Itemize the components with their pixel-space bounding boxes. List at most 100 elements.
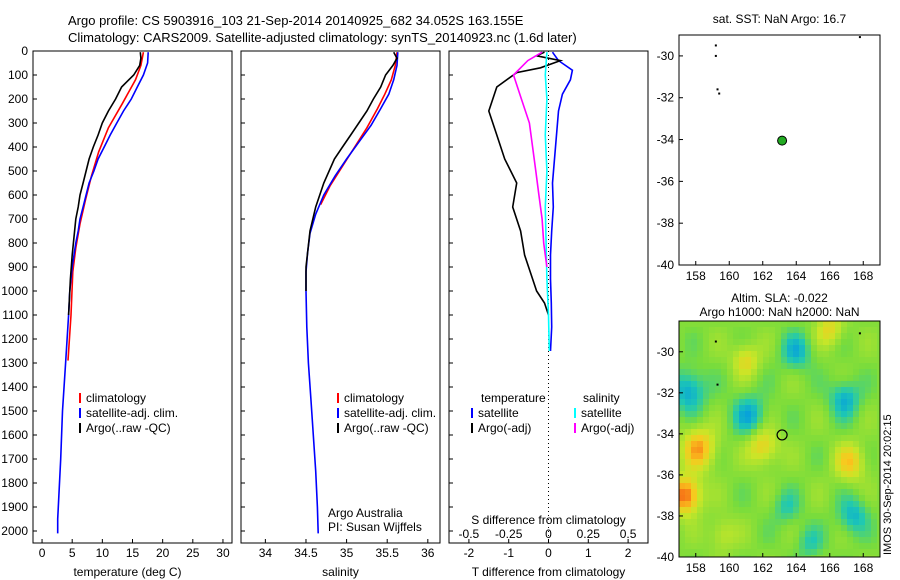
altimetry-heatmap-cell xyxy=(703,537,709,543)
altimetry-heatmap-cell xyxy=(871,375,877,381)
altimetry-heatmap-cell xyxy=(697,471,703,477)
altimetry-heatmap-cell xyxy=(685,423,691,429)
altimetry-heatmap-cell xyxy=(847,495,853,501)
altimetry-heatmap-cell xyxy=(757,459,763,465)
altimetry-heatmap-cell xyxy=(721,519,727,525)
salinity-series-line-2 xyxy=(305,51,398,291)
altimetry-heatmap-cell xyxy=(799,525,805,531)
altimetry-heatmap-cell xyxy=(841,369,847,375)
altimetry-heatmap-cell xyxy=(877,507,880,513)
altimetry-heatmap-cell xyxy=(811,447,817,453)
altimetry-heatmap-cell xyxy=(685,525,691,531)
altimetry-heatmap-cell xyxy=(745,531,751,537)
altimetry-heatmap-cell xyxy=(739,501,745,507)
altimetry-heatmap-cell xyxy=(799,399,805,405)
altimetry-heatmap-cell xyxy=(769,375,775,381)
altimetry-heatmap-cell xyxy=(817,459,823,465)
altimetry-heatmap-cell xyxy=(745,549,751,555)
altimetry-heatmap-cell xyxy=(781,435,787,441)
altimetry-heatmap-cell xyxy=(853,459,859,465)
altimetry-heatmap-cell xyxy=(685,339,691,345)
altimetry-heatmap-cell xyxy=(697,369,703,375)
altimetry-heatmap-cell xyxy=(871,555,877,557)
altimetry-heatmap-cell xyxy=(877,543,880,549)
altimetry-heatmap-cell xyxy=(709,549,715,555)
altimetry-heatmap-cell xyxy=(721,345,727,351)
altimetry-heatmap-cell xyxy=(775,507,781,513)
altimetry-heatmap-cell xyxy=(847,375,853,381)
altimetry-heatmap-cell xyxy=(715,447,721,453)
altimetry-heatmap-cell xyxy=(763,525,769,531)
altimetry-heatmap-cell xyxy=(781,417,787,423)
altimetry-heatmap-cell xyxy=(745,417,751,423)
altimetry-heatmap-cell xyxy=(787,537,793,543)
altimetry-heatmap-cell xyxy=(691,351,697,357)
altimetry-heatmap-cell xyxy=(727,495,733,501)
altimetry-heatmap-cell xyxy=(733,423,739,429)
altimetry-heatmap-cell xyxy=(805,507,811,513)
altimetry-heatmap-cell xyxy=(679,465,685,471)
altimetry-heatmap-cell xyxy=(805,393,811,399)
altimetry-heatmap-cell xyxy=(775,399,781,405)
altimetry-heatmap-cell xyxy=(769,357,775,363)
altimetry-heatmap-cell xyxy=(871,513,877,519)
altimetry-heatmap-cell xyxy=(829,345,835,351)
altimetry-heatmap-cell xyxy=(757,549,763,555)
altimetry-heatmap-cell xyxy=(847,369,853,375)
altimetry-heatmap-cell xyxy=(787,513,793,519)
altimetry-heatmap-cell xyxy=(745,321,751,327)
altimetry-heatmap-cell xyxy=(781,321,787,327)
altimetry-heatmap-cell xyxy=(877,459,880,465)
altimetry-heatmap-cell xyxy=(799,489,805,495)
altimetry-heatmap-cell xyxy=(715,489,721,495)
altimetry-heatmap-cell xyxy=(871,471,877,477)
altimetry-heatmap-cell xyxy=(769,537,775,543)
location-map-xtick-label: 166 xyxy=(820,269,840,283)
altimetry-heatmap-cell xyxy=(811,357,817,363)
altimetry-heatmap-cell xyxy=(709,321,715,327)
altimetry-heatmap-cell xyxy=(697,363,703,369)
salinity-xlabel: salinity xyxy=(322,565,359,579)
altimetry-heatmap-cell xyxy=(727,429,733,435)
altimetry-heatmap-cell xyxy=(859,507,865,513)
altimetry-heatmap-cell xyxy=(853,423,859,429)
altimetry-heatmap-cell xyxy=(871,327,877,333)
altimetry-heatmap-cell xyxy=(793,453,799,459)
altimetry-heatmap-cell xyxy=(847,543,853,549)
altimetry-title-line1: Altim. SLA: -0.022 xyxy=(731,291,828,305)
altimetry-heatmap-cell xyxy=(763,453,769,459)
altimetry-heatmap-cell xyxy=(865,543,871,549)
altimetry-heatmap-cell xyxy=(685,513,691,519)
altimetry-heatmap-cell xyxy=(823,351,829,357)
altimetry-heatmap-cell xyxy=(763,369,769,375)
altimetry-profile-point xyxy=(716,383,719,386)
salinity-difference-tick-label: 0 xyxy=(545,527,552,541)
altimetry-heatmap-cell xyxy=(823,387,829,393)
altimetry-heatmap-cell xyxy=(727,489,733,495)
altimetry-heatmap-cell xyxy=(805,435,811,441)
altimetry-heatmap-cell xyxy=(787,339,793,345)
altimetry-heatmap-cell xyxy=(703,411,709,417)
altimetry-heatmap-cell xyxy=(763,387,769,393)
neighbour-profile-point xyxy=(858,36,861,39)
altimetry-heatmap-cell xyxy=(691,375,697,381)
altimetry-heatmap-cell xyxy=(841,417,847,423)
altimetry-heatmap-cell xyxy=(877,489,880,495)
altimetry-heatmap-cell xyxy=(703,399,709,405)
altimetry-heatmap-cell xyxy=(877,495,880,501)
altimetry-heatmap-cell xyxy=(703,423,709,429)
altimetry-heatmap-cell xyxy=(739,513,745,519)
altimetry-heatmap-cell xyxy=(691,327,697,333)
altimetry-heatmap-cell xyxy=(679,339,685,345)
altimetry-heatmap-cell xyxy=(799,339,805,345)
altimetry-heatmap-cell xyxy=(799,495,805,501)
altimetry-heatmap-cell xyxy=(841,387,847,393)
altimetry-heatmap-cell xyxy=(739,537,745,543)
altimetry-heatmap-cell xyxy=(703,393,709,399)
altimetry-heatmap-cell xyxy=(727,351,733,357)
altimetry-heatmap-cell xyxy=(757,501,763,507)
altimetry-heatmap-cell xyxy=(829,333,835,339)
altimetry-heatmap-cell xyxy=(721,453,727,459)
altimetry-heatmap-cell xyxy=(853,465,859,471)
altimetry-heatmap-cell xyxy=(811,399,817,405)
